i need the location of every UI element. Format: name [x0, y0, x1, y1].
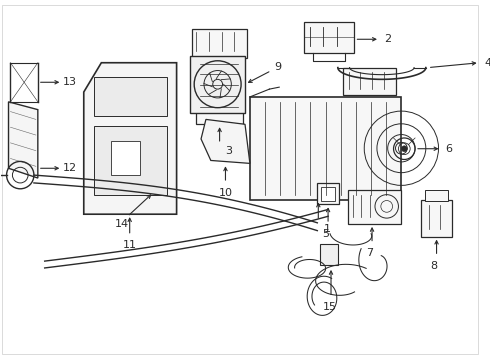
- Bar: [94, 77, 167, 117]
- Text: 3: 3: [225, 146, 232, 156]
- Bar: [94, 126, 167, 195]
- Bar: [250, 97, 401, 199]
- Text: 4: 4: [485, 58, 490, 68]
- Bar: [192, 28, 247, 58]
- Text: 6: 6: [445, 144, 452, 154]
- Bar: [318, 183, 339, 204]
- Polygon shape: [84, 63, 176, 214]
- Bar: [421, 199, 452, 237]
- Bar: [320, 243, 338, 265]
- Text: 5: 5: [322, 229, 329, 239]
- Circle shape: [401, 146, 407, 152]
- Bar: [321, 187, 335, 201]
- Bar: [304, 22, 354, 53]
- Text: 2: 2: [384, 34, 391, 44]
- Text: 14: 14: [115, 220, 129, 229]
- Text: 8: 8: [431, 261, 438, 271]
- Text: 12: 12: [63, 163, 77, 173]
- Bar: [343, 68, 396, 95]
- Bar: [347, 190, 401, 224]
- Polygon shape: [8, 102, 38, 178]
- Text: 9: 9: [274, 62, 281, 72]
- Text: 11: 11: [123, 240, 137, 251]
- Bar: [111, 141, 141, 175]
- Polygon shape: [201, 120, 250, 163]
- Text: 1: 1: [324, 224, 331, 234]
- Bar: [425, 190, 448, 202]
- Text: 7: 7: [366, 248, 373, 258]
- Text: 10: 10: [219, 188, 233, 198]
- Bar: [190, 56, 245, 113]
- Bar: [196, 56, 243, 124]
- Text: 13: 13: [63, 77, 77, 87]
- Text: 15: 15: [323, 302, 337, 312]
